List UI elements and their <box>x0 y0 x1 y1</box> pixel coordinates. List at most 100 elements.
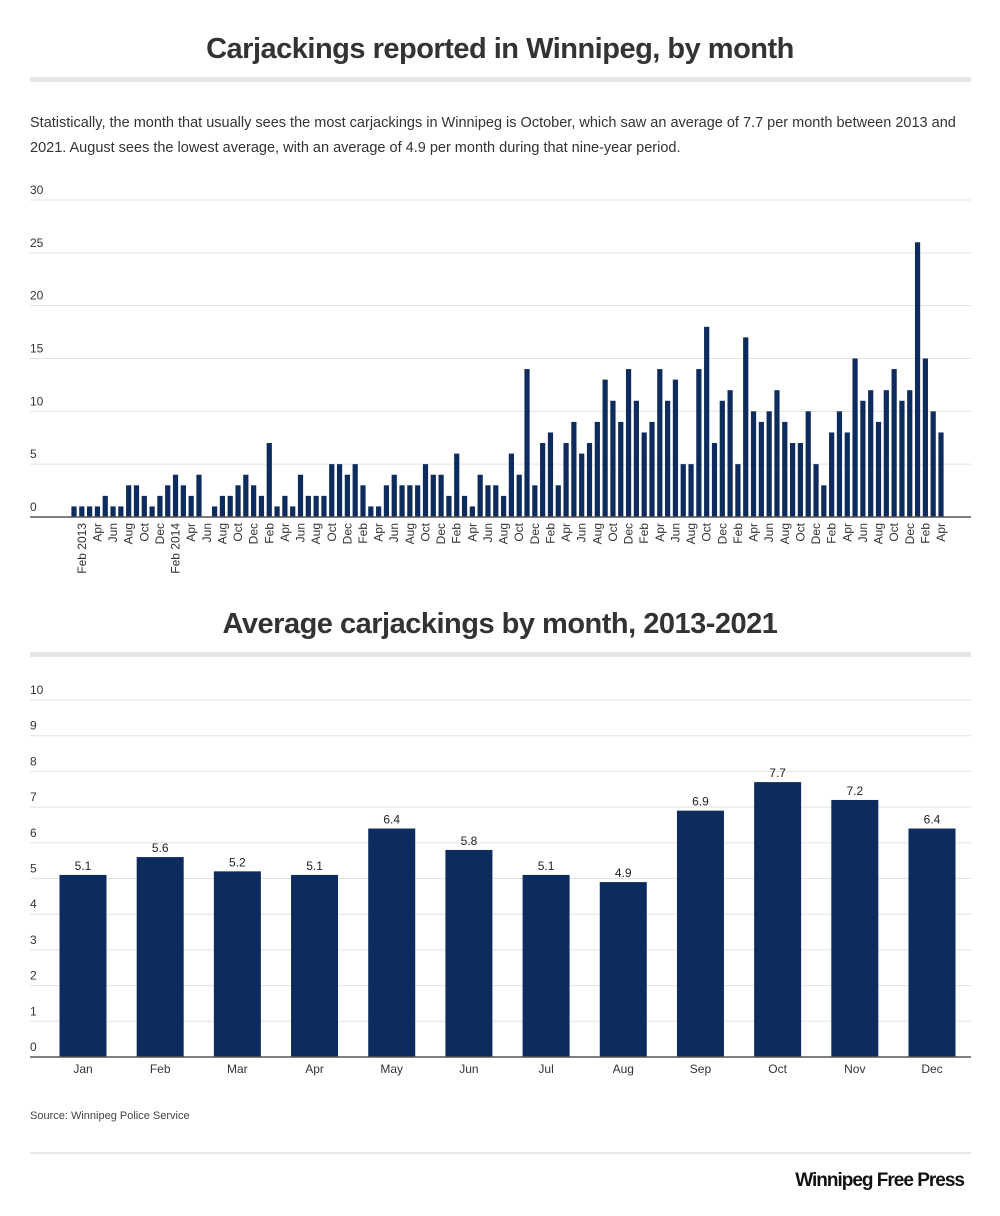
bar <box>445 849 493 1057</box>
title-divider-2 <box>30 652 971 657</box>
x-tick-label: Dec <box>340 523 354 544</box>
bar <box>165 485 171 517</box>
bar <box>368 506 374 517</box>
bar <box>321 495 327 517</box>
y-tick-label: 1 <box>30 1004 37 1018</box>
x-tick-label: Jun <box>856 523 870 542</box>
y-tick-label: 10 <box>30 394 44 408</box>
bar <box>930 411 936 517</box>
bar <box>291 874 339 1057</box>
bar <box>251 485 257 517</box>
bar <box>368 828 416 1057</box>
bar <box>141 495 147 517</box>
data-label: 6.4 <box>924 813 941 827</box>
bar <box>704 326 710 517</box>
x-tick-label: Oct <box>606 522 620 541</box>
data-label: 5.1 <box>75 859 92 873</box>
bar <box>805 411 811 517</box>
bar <box>243 474 249 517</box>
bar <box>657 369 663 517</box>
bar <box>908 828 956 1057</box>
bar <box>290 506 296 517</box>
bar <box>522 874 570 1057</box>
bar <box>813 464 819 517</box>
bar <box>297 474 304 517</box>
bar <box>618 421 624 517</box>
x-tick-label: Apr <box>653 523 667 542</box>
y-tick-label: 5 <box>30 447 37 461</box>
bar <box>211 506 218 517</box>
x-tick-label: Jun <box>459 1062 478 1076</box>
x-tick-label: Aug <box>590 523 604 544</box>
data-label: 6.4 <box>383 813 400 827</box>
bar <box>829 432 835 517</box>
bar <box>71 506 77 517</box>
x-tick-label: Sep <box>690 1062 712 1076</box>
x-tick-label: Dec <box>903 523 917 544</box>
bar <box>282 495 288 517</box>
x-tick-label: Oct <box>768 1062 787 1076</box>
bar <box>665 400 671 517</box>
x-tick-label: Apr <box>747 523 761 542</box>
bar <box>188 495 194 517</box>
y-tick-label: 20 <box>30 289 44 303</box>
bar <box>831 799 879 1057</box>
bar <box>266 443 272 517</box>
x-tick-label: Oct <box>325 522 339 541</box>
bar <box>485 485 491 517</box>
bar <box>172 474 179 517</box>
x-tick-label: Jun <box>294 523 308 542</box>
y-tick-label: 9 <box>30 719 37 733</box>
bar <box>852 358 858 517</box>
bar <box>110 506 116 517</box>
bar <box>696 369 702 517</box>
bar <box>594 421 600 517</box>
x-tick-label: Apr <box>934 523 948 542</box>
x-tick-label: Feb <box>543 523 557 544</box>
x-tick-label: Dec <box>434 523 448 544</box>
bar <box>508 453 515 517</box>
bar <box>59 874 107 1057</box>
x-tick-label: Apr <box>840 523 854 542</box>
bar <box>676 810 724 1057</box>
bar <box>133 485 140 517</box>
x-tick-label: Aug <box>497 523 511 544</box>
x-tick-label: Aug <box>613 1062 634 1076</box>
bar <box>641 432 647 517</box>
x-tick-label: Feb <box>825 523 839 544</box>
x-tick-label: Dec <box>247 523 261 544</box>
bar <box>922 358 928 517</box>
bar <box>454 453 460 517</box>
bar <box>782 421 788 517</box>
bar <box>313 495 319 517</box>
bar <box>157 495 163 517</box>
bar <box>868 390 874 517</box>
bar <box>727 390 733 517</box>
x-tick-label: May <box>380 1062 403 1076</box>
bar <box>766 411 772 517</box>
bar <box>899 400 905 517</box>
chart-description: Statistically, the month that usually se… <box>30 115 956 156</box>
bar <box>579 453 585 517</box>
bar <box>711 443 718 517</box>
bar <box>914 242 921 517</box>
bar <box>891 369 897 517</box>
bar <box>860 400 866 517</box>
chart2-title: Average carjackings by month, 2013-2021 <box>222 608 778 640</box>
bar <box>329 464 335 517</box>
x-tick-label: Aug <box>122 523 136 544</box>
x-tick-label: Dec <box>622 523 636 544</box>
bar <box>118 506 124 517</box>
data-label: 5.2 <box>229 855 246 869</box>
bar <box>180 485 186 517</box>
y-tick-label: 0 <box>30 500 37 514</box>
x-tick-label: Nov <box>844 1062 865 1076</box>
x-tick-label: Oct <box>887 522 901 541</box>
bar <box>407 485 413 517</box>
x-tick-label: Feb <box>918 523 932 544</box>
bar <box>735 464 741 517</box>
x-tick-label: Feb <box>356 523 370 544</box>
bar <box>532 485 538 517</box>
x-tick-label: Jun <box>387 523 401 542</box>
x-tick-label: Dec <box>715 523 729 544</box>
